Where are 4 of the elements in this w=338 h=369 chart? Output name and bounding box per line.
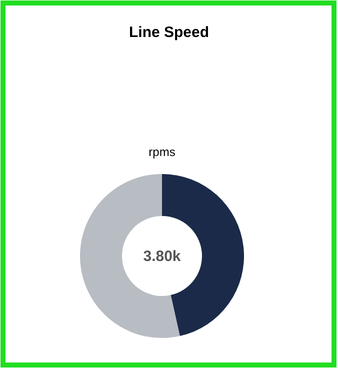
chart-subtitle: rpms [148,145,176,159]
donut-slice [80,174,180,338]
text: 3.80k [143,248,182,265]
chart-title: Line Speed [128,24,210,41]
